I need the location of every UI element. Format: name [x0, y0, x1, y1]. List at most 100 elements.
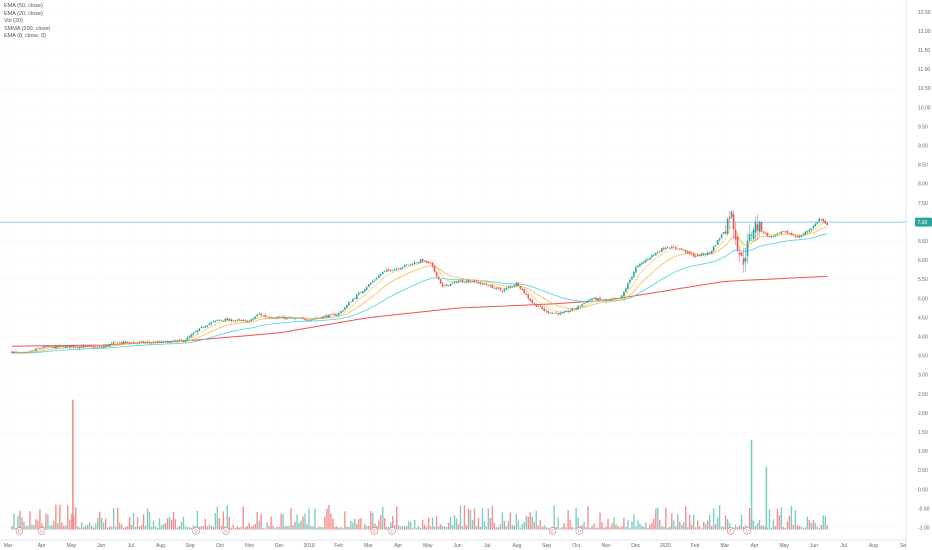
volume-bar [629, 528, 631, 530]
candle-body [220, 319, 223, 321]
volume-bar [376, 525, 378, 530]
volume-bar [764, 527, 767, 530]
candle-body [806, 231, 809, 233]
time-tick-label: Nov [245, 543, 254, 549]
candle-body [274, 318, 276, 319]
volume-bar [571, 526, 573, 530]
dividend-marker[interactable] [388, 527, 396, 535]
volume-bar [53, 520, 55, 530]
volume-bar [765, 466, 768, 530]
legend-ema-50[interactable]: EMA (50, close) [4, 3, 43, 9]
candle-body [371, 281, 374, 283]
earnings-marker[interactable] [727, 527, 735, 535]
candle-body [674, 247, 677, 249]
candle-body [417, 262, 420, 264]
volume-bar [685, 506, 687, 530]
dividend-marker[interactable] [222, 527, 230, 535]
legend-smma-200[interactable]: SMMA (200, close) [4, 25, 51, 32]
volume-bar [126, 526, 129, 530]
time-tick-label: 2019 [303, 543, 314, 549]
candle-body [521, 288, 524, 290]
candle-body [565, 310, 567, 312]
candle-body [563, 311, 565, 314]
volume-bar [655, 508, 657, 530]
price-tick-label: 0.50 [918, 468, 928, 474]
candle-body [415, 262, 418, 264]
dividend-marker[interactable] [743, 527, 751, 535]
volume-bar [208, 525, 211, 530]
volume-bar [264, 528, 266, 530]
volume-bar [384, 518, 386, 530]
volume-bar [716, 517, 719, 530]
candle-body [752, 229, 755, 239]
candle-body [641, 262, 643, 265]
volume-bar [409, 521, 412, 530]
volume-bar [218, 518, 221, 530]
candle-body [589, 299, 591, 300]
candle-body [463, 282, 466, 284]
volume-bar [537, 525, 539, 530]
candle-body [519, 286, 522, 289]
volume-bar [33, 525, 35, 530]
volume-bar [649, 524, 651, 530]
volume-bar [671, 513, 673, 530]
time-axis[interactable]: Mar Apr May Jun Jul Aug Sep Oct Nov Dec 2019 Feb Mar… [4, 543, 907, 549]
volume-bar [615, 524, 617, 530]
candle-body [69, 345, 71, 348]
earnings-marker[interactable] [370, 527, 379, 535]
candle-body [449, 283, 452, 287]
candle-body [104, 345, 107, 348]
candle-body [366, 287, 368, 290]
candle-body [780, 231, 783, 234]
price-axis[interactable]: 12.50 12.00 11.50 11.00 10.50 10.00 9.50 9.00 8.… [918, 10, 931, 532]
candle-body [746, 240, 749, 257]
volume-bar [425, 527, 428, 530]
candle-body [98, 346, 101, 347]
dividend-marker[interactable] [192, 527, 200, 535]
volume-bar [754, 526, 757, 530]
volume-bar [234, 528, 236, 530]
volume-bar [378, 520, 380, 530]
time-tick-label: Mar [4, 543, 13, 549]
legend-volume[interactable]: Vol (20) [4, 18, 23, 24]
price-tick-label: -1.00 [918, 526, 930, 532]
volume-bar [702, 521, 705, 530]
volume-bar [589, 527, 591, 530]
earnings-marker[interactable] [15, 527, 24, 535]
candle-body [571, 308, 573, 311]
candle-body [579, 305, 581, 307]
dividend-marker[interactable] [37, 527, 46, 535]
candle-body [411, 264, 414, 265]
candle-body [118, 342, 121, 343]
candle-body [344, 307, 346, 310]
volume-bar [148, 511, 151, 530]
candle-body [383, 270, 386, 272]
candle-body [776, 233, 779, 235]
volume-bar [613, 517, 615, 530]
volume-bar [677, 514, 679, 530]
candle-body [403, 264, 406, 267]
volume-bar [308, 508, 310, 530]
candle-body [142, 341, 145, 343]
candle-body [419, 259, 422, 263]
candle-body [282, 316, 284, 318]
volume-bar [415, 527, 418, 530]
candle-body [740, 252, 743, 257]
event-marker-letter: E [551, 529, 554, 534]
volume-bar [593, 523, 595, 530]
volume-bar [344, 511, 346, 530]
earnings-marker[interactable] [548, 527, 557, 535]
candle-body [651, 255, 653, 258]
legend-ema-20[interactable]: EMA (20, close) [4, 10, 43, 17]
candle-body [258, 313, 260, 315]
volume-bar [370, 511, 372, 530]
time-tick-label: Sep [542, 543, 551, 549]
dividend-marker[interactable] [575, 527, 583, 535]
volume-bar [182, 516, 185, 530]
legend-ema-8[interactable]: EMA (8, close, 0) [4, 33, 46, 39]
candle-body [481, 283, 484, 285]
candle-body [435, 271, 438, 277]
candle-body [625, 288, 627, 292]
candle-body [479, 282, 482, 284]
